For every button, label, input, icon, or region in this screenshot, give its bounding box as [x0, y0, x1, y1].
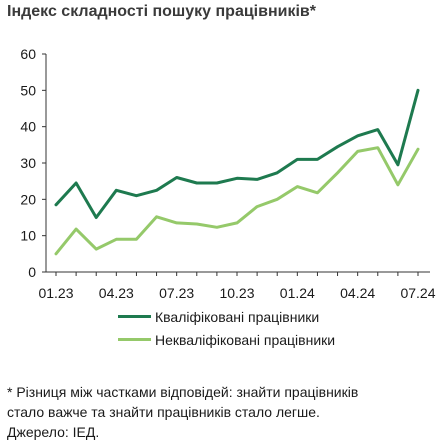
x-tick-label: 04.24: [340, 285, 375, 300]
footnote-line-1: * Різниця між частками відповідей: знайт…: [7, 384, 359, 400]
series-layer: [54, 88, 420, 256]
x-tick-label: 10.23: [219, 285, 254, 300]
legend-label-unskilled: Некваліфіковані працівники: [155, 331, 336, 348]
y-tick-label: 60: [20, 46, 36, 62]
x-tick-label: 07.23: [159, 285, 194, 300]
axes: [45, 54, 430, 273]
footnote: * Різниця між частками відповідей: знайт…: [7, 382, 433, 442]
y-tick-label: 40: [20, 119, 36, 135]
series-line-skilled: [54, 88, 420, 219]
legend-swatch-unskilled: [118, 338, 151, 341]
chart-title: Індекс складності пошуку працівників*: [7, 3, 316, 20]
y-axis-ticks: 0 10 20 30 40 50 60: [20, 46, 46, 280]
x-tick-label: 04.23: [99, 285, 134, 300]
y-tick-label: 10: [20, 228, 36, 244]
x-tick-label: 01.23: [38, 285, 73, 300]
source-note: Джерело: ІЕД.: [7, 424, 100, 440]
y-tick-label: 20: [20, 191, 36, 207]
x-tick-label: 01.24: [280, 285, 315, 300]
y-tick-label: 0: [28, 264, 36, 280]
x-tick-label: 07.24: [400, 285, 435, 300]
legend-item-unskilled: Некваліфіковані працівники: [118, 328, 335, 351]
legend-item-skilled: Кваліфіковані працівники: [118, 305, 335, 328]
legend: Кваліфіковані працівники Некваліфіковані…: [118, 305, 335, 351]
legend-label-skilled: Кваліфіковані працівники: [155, 308, 320, 325]
footnote-line-2: стало важче та знайти працівників стало …: [7, 404, 320, 420]
y-tick-label: 30: [20, 155, 36, 171]
y-tick-label: 50: [20, 82, 36, 98]
series-line-unskilled: [54, 146, 420, 256]
x-axis-ticks: 01.23 04.23 07.23 10.23 01.24 04.24 07.24: [38, 272, 436, 300]
legend-swatch-skilled: [118, 315, 151, 318]
